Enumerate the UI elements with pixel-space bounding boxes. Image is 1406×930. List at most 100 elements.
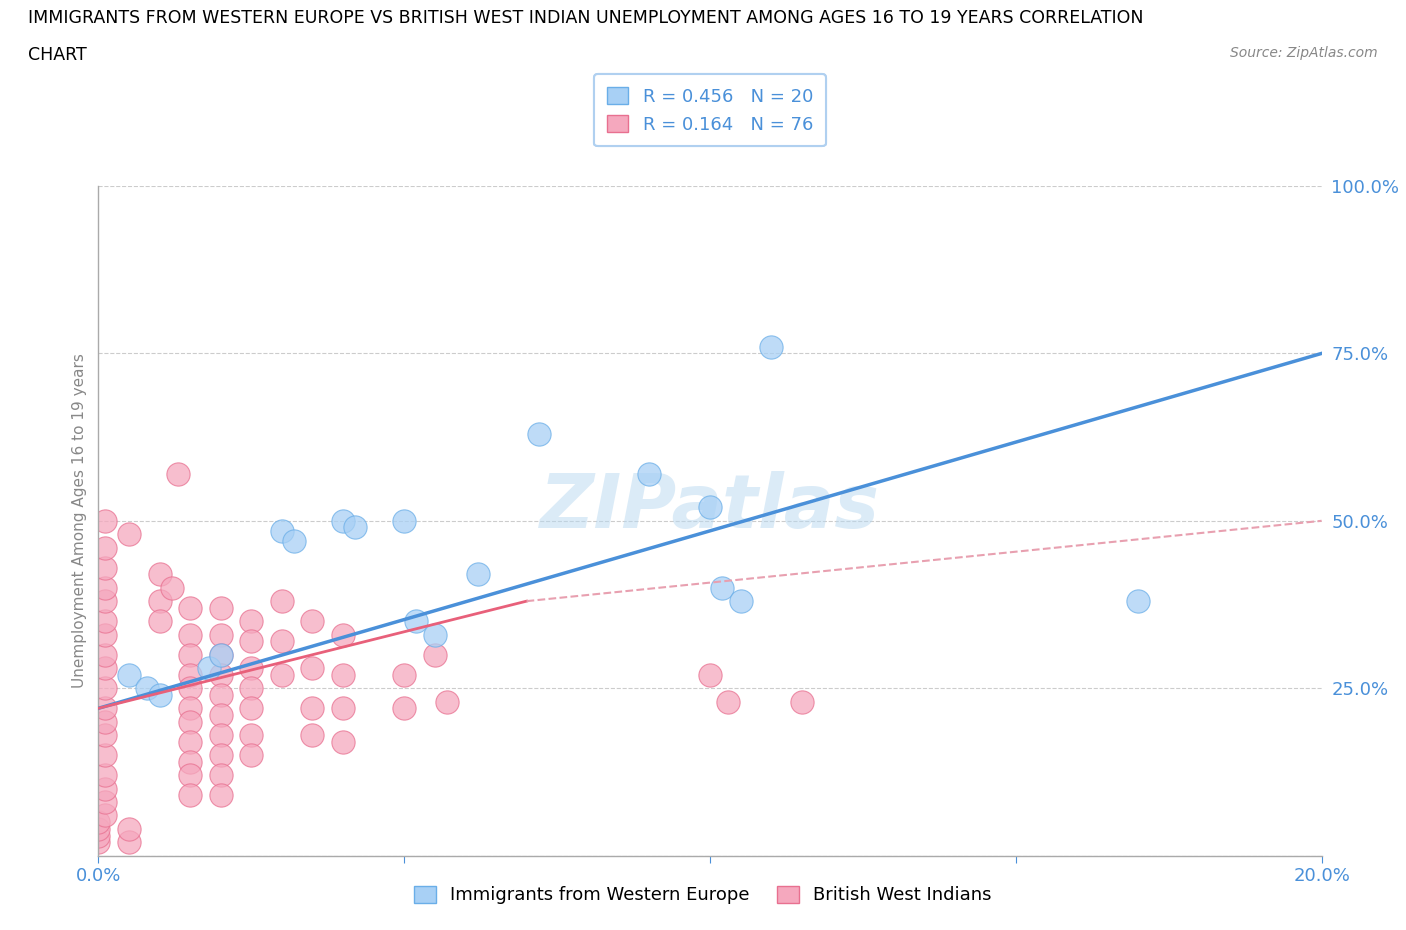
Point xyxy=(209,627,232,642)
Point xyxy=(332,735,354,750)
Legend: R = 0.456   N = 20, R = 0.164   N = 76: R = 0.456 N = 20, R = 0.164 N = 76 xyxy=(595,74,825,146)
Point xyxy=(93,748,115,763)
Point xyxy=(1128,593,1150,608)
Point xyxy=(209,788,232,803)
Point xyxy=(209,687,232,702)
Point xyxy=(270,524,292,538)
Point xyxy=(332,701,354,716)
Point xyxy=(149,687,172,702)
Point xyxy=(283,534,305,549)
Point xyxy=(93,540,115,555)
Point xyxy=(87,835,110,850)
Point xyxy=(93,727,115,742)
Text: Source: ZipAtlas.com: Source: ZipAtlas.com xyxy=(1230,46,1378,60)
Point xyxy=(179,627,201,642)
Point xyxy=(332,513,354,528)
Point xyxy=(167,467,190,482)
Point xyxy=(527,426,550,441)
Point xyxy=(301,701,323,716)
Point xyxy=(179,768,201,783)
Point xyxy=(423,627,446,642)
Point xyxy=(240,681,263,696)
Point xyxy=(759,339,782,354)
Point xyxy=(197,660,219,675)
Point xyxy=(179,647,201,662)
Point xyxy=(179,601,201,616)
Point xyxy=(93,627,115,642)
Point xyxy=(93,781,115,796)
Point xyxy=(87,815,110,830)
Point xyxy=(209,708,232,723)
Point xyxy=(301,660,323,675)
Point xyxy=(209,668,232,683)
Point xyxy=(423,647,446,662)
Point xyxy=(240,748,263,763)
Point xyxy=(179,668,201,683)
Point xyxy=(149,593,172,608)
Point xyxy=(699,668,721,683)
Point xyxy=(270,634,292,649)
Point xyxy=(209,748,232,763)
Point xyxy=(209,647,232,662)
Y-axis label: Unemployment Among Ages 16 to 19 years: Unemployment Among Ages 16 to 19 years xyxy=(72,353,87,688)
Point xyxy=(405,614,427,629)
Point xyxy=(93,580,115,595)
Point xyxy=(209,647,232,662)
Point xyxy=(717,694,740,709)
Text: CHART: CHART xyxy=(28,46,87,64)
Point xyxy=(93,560,115,575)
Point xyxy=(332,668,354,683)
Point xyxy=(240,701,263,716)
Point xyxy=(392,513,416,528)
Point xyxy=(332,627,354,642)
Point xyxy=(301,614,323,629)
Legend: Immigrants from Western Europe, British West Indians: Immigrants from Western Europe, British … xyxy=(408,879,998,911)
Point xyxy=(87,821,110,836)
Point xyxy=(118,835,141,850)
Point xyxy=(344,520,367,535)
Point xyxy=(179,701,201,716)
Point xyxy=(240,727,263,742)
Point xyxy=(93,513,115,528)
Point xyxy=(240,614,263,629)
Point xyxy=(179,754,201,769)
Point xyxy=(160,580,183,595)
Point xyxy=(93,647,115,662)
Point xyxy=(118,526,141,541)
Point xyxy=(240,660,263,675)
Point xyxy=(93,681,115,696)
Point xyxy=(209,768,232,783)
Point xyxy=(179,714,201,729)
Point xyxy=(467,567,489,582)
Point xyxy=(790,694,813,709)
Point xyxy=(93,701,115,716)
Point xyxy=(149,614,172,629)
Point xyxy=(118,821,141,836)
Point xyxy=(93,794,115,809)
Text: ZIPatlas: ZIPatlas xyxy=(540,471,880,544)
Point xyxy=(93,593,115,608)
Point xyxy=(699,500,721,515)
Point xyxy=(136,681,159,696)
Point xyxy=(240,634,263,649)
Point xyxy=(179,681,201,696)
Point xyxy=(87,828,110,843)
Point xyxy=(93,714,115,729)
Text: IMMIGRANTS FROM WESTERN EUROPE VS BRITISH WEST INDIAN UNEMPLOYMENT AMONG AGES 16: IMMIGRANTS FROM WESTERN EUROPE VS BRITIS… xyxy=(28,9,1143,27)
Point xyxy=(93,768,115,783)
Point xyxy=(436,694,458,709)
Point xyxy=(118,668,141,683)
Point xyxy=(179,788,201,803)
Point xyxy=(270,593,292,608)
Point xyxy=(93,808,115,823)
Point xyxy=(270,668,292,683)
Point xyxy=(93,660,115,675)
Point xyxy=(93,614,115,629)
Point xyxy=(209,727,232,742)
Point xyxy=(392,668,416,683)
Point xyxy=(209,601,232,616)
Point xyxy=(637,467,661,482)
Point xyxy=(392,701,416,716)
Point xyxy=(179,735,201,750)
Point xyxy=(730,593,752,608)
